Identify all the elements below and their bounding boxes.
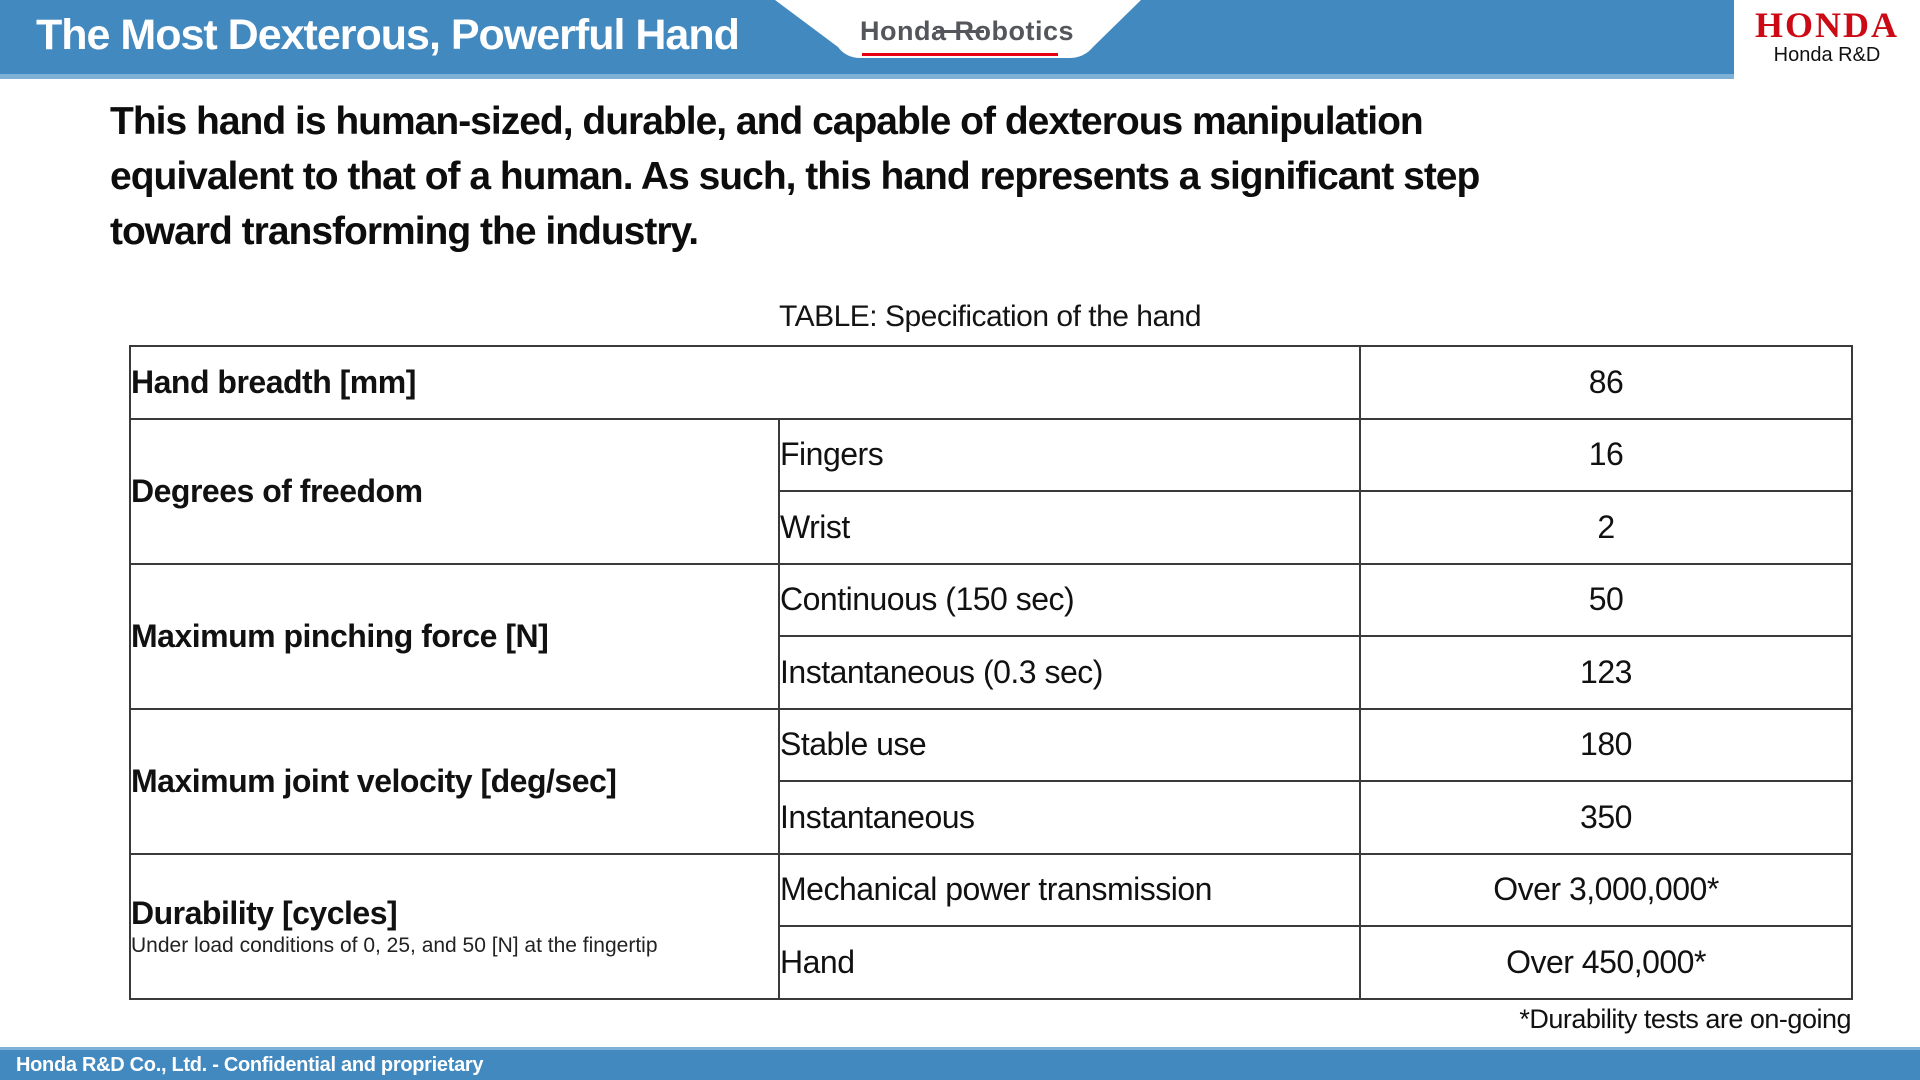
intro-paragraph: This hand is human-sized, durable, and c… [110,94,1480,259]
durability-note: Under load conditions of 0, 25, and 50 [… [131,933,658,957]
value-instantaneous: 350 [1359,780,1853,855]
honda-robotics-logo: Honda Robotics [860,16,1074,56]
table-row: Instantaneous 350 [130,780,1853,855]
row-label-degrees-of-freedom: Degrees of freedom [129,417,780,565]
header-notch-shape [775,0,1141,58]
spec-table: Hand breadth [mm] 86 Degrees of freedom … [129,345,1853,1000]
table-footnote: *Durability tests are on-going [1519,1004,1851,1034]
value-continuous: 50 [1359,562,1853,637]
subrow-wrist: Wrist [778,490,1361,565]
subrow-hand: Hand [778,925,1361,1000]
value-wrist: 2 [1359,490,1853,565]
table-row: Hand Over 450,000* [130,925,1853,1000]
subrow-instantaneous: Instantaneous [778,780,1361,855]
value-mechanical-power-transmission: Over 3,000,000* [1359,852,1853,927]
value-fingers: 16 [1359,417,1853,492]
row-label-durability: Durability [cycles] Under load condition… [129,852,780,1000]
table-row: Wrist 2 [130,490,1853,565]
table-row: Instantaneous (0.3 sec) 123 [130,635,1853,710]
subrow-stable-use: Stable use [778,707,1361,782]
row-label-max-pinching-force: Maximum pinching force [N] [129,562,780,710]
value-stable-use: 180 [1359,707,1853,782]
table-row: Hand breadth [mm] 86 [129,345,1853,420]
row-label-max-joint-velocity: Maximum joint velocity [deg/sec] [129,707,780,855]
value-instantaneous-03: 123 [1359,635,1853,710]
header-accent-strip [0,74,1737,79]
table-row: Durability [cycles] Under load condition… [129,852,1853,1000]
subrow-fingers: Fingers [778,417,1361,492]
subrow-continuous: Continuous (150 sec) [778,562,1361,637]
durability-label: Durability [cycles] [131,894,398,931]
subrow-instantaneous-03: Instantaneous (0.3 sec) [778,635,1361,710]
intro-line: toward transforming the industry. [110,210,699,253]
intro-line: equivalent to that of a human. As such, … [110,155,1480,198]
honda-robotics-logo-dash [936,30,984,33]
honda-rd-logo-block: HONDA Honda R&D [1734,0,1920,79]
slide-title: The Most Dexterous, Powerful Hand [36,11,740,59]
footer-bar: Honda R&D Co., Ltd. - Confidential and p… [0,1047,1920,1080]
subrow-mechanical-power-transmission: Mechanical power transmission [778,852,1361,927]
intro-line: This hand is human-sized, durable, and c… [110,100,1424,143]
row-label-hand-breadth: Hand breadth [mm] [129,345,1361,420]
table-caption: TABLE: Specification of the hand [778,300,1202,333]
honda-rd-label: Honda R&D [1773,44,1881,66]
value-hand: Over 450,000* [1359,925,1853,1000]
honda-wordmark: HONDA [1755,5,1899,45]
table-row: Degrees of freedom Fingers 16 [129,417,1853,565]
value-hand-breadth: 86 [1359,345,1853,420]
honda-robotics-logo-underline [862,53,1058,56]
table-row: Maximum pinching force [N] Continuous (1… [129,562,1853,710]
footer-confidentiality-text: Honda R&D Co., Ltd. - Confidential and p… [16,1054,484,1076]
table-row: Maximum joint velocity [deg/sec] Stable … [129,707,1853,855]
